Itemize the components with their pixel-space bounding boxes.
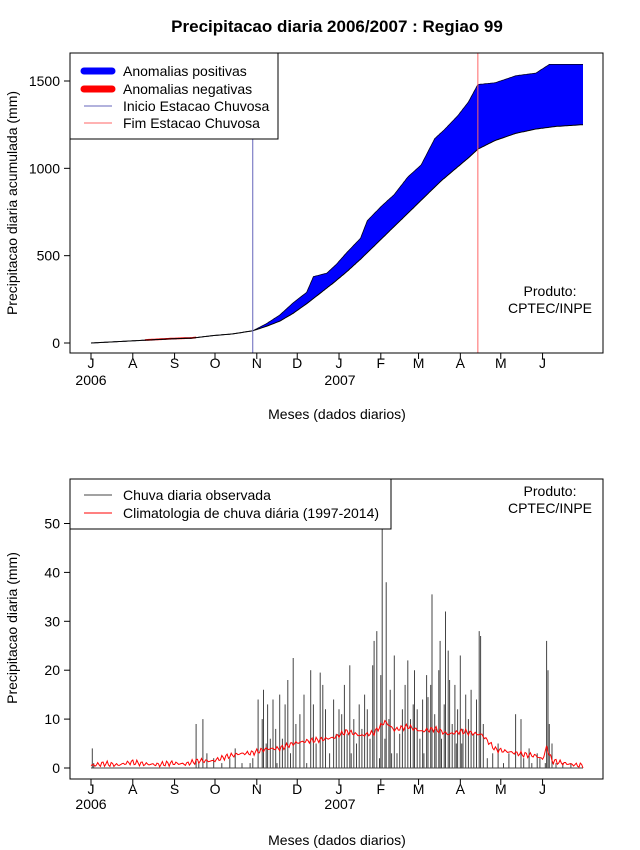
svg-text:2007: 2007 — [324, 372, 355, 388]
positive-anomaly-area — [91, 64, 583, 344]
bottom-y-tick-label: 10 — [44, 711, 60, 727]
bottom-x-tick-label: J — [539, 781, 546, 797]
top-chart-title: Precipitacao diaria 2006/2007 : Regiao 9… — [171, 17, 503, 36]
bottom-x-tick-label: A — [456, 781, 466, 797]
top-x-tick-label: J — [539, 355, 546, 371]
bottom-x-tick-label: O — [210, 781, 221, 797]
bottom-product-line-1: Produto: — [524, 483, 577, 499]
legend-label-end: Fim Estacao Chuvosa — [123, 115, 260, 131]
bottom-x-tick-label: M — [413, 781, 425, 797]
bottom-product-label: Produto: CPTEC/INPE — [508, 483, 592, 516]
top-y-tick-label: 0 — [52, 335, 60, 351]
bottom-y-axis-label: Precipitacao diaria (mm) — [4, 552, 20, 704]
top-x-tick-label: A — [128, 355, 138, 371]
top-x-tick-label: J — [336, 355, 343, 371]
top-chart: Precipitacao diaria 2006/2007 : Regiao 9… — [4, 17, 604, 422]
bottom-x-tick-label: S — [170, 781, 179, 797]
bottom-x-tick-label: D — [292, 781, 302, 797]
bottom-y-tick-label: 40 — [44, 564, 60, 580]
bottom-chart: 0 10 20 30 40 50 J A S O N D J F M A M J Precipitacao di… — [4, 478, 604, 848]
bottom-y-tick-label: 0 — [52, 760, 60, 776]
legend-label-start: Inicio Estacao Chuvosa — [123, 98, 270, 114]
top-product-line-2: CPTEC/INPE — [508, 300, 592, 316]
top-x-tick-label: A — [456, 355, 466, 371]
top-year-label-2006: 2006 — [75, 372, 106, 388]
top-x-tick-label: F — [377, 355, 386, 371]
bottom-legend: Chuva diaria observada Climatologia de c… — [69, 478, 392, 530]
bottom-year-label-2007: 2007 — [324, 796, 355, 812]
top-legend-box — [69, 52, 279, 140]
bottom-plot-area — [90, 528, 584, 769]
bottom-x-tick-label: J — [88, 781, 95, 797]
top-x-tick-label: M — [495, 355, 507, 371]
bottom-y-tick-label: 20 — [44, 662, 60, 678]
top-y-tick-label: 1000 — [29, 160, 60, 176]
legend-label-climatology: Climatologia de chuva diária (1997-2014) — [123, 505, 379, 521]
top-x-tick-label: D — [292, 355, 302, 371]
top-year-label-2007: 2007 — [324, 372, 355, 388]
climatology-daily-line — [90, 719, 584, 769]
climatology-cumulative-line — [90, 124, 584, 344]
bottom-x-axis-label: Meses (dados diarios) — [268, 832, 406, 848]
top-plot-area — [90, 53, 584, 353]
top-y-axis-label: Precipitacao diaria acumulada (mm) — [4, 91, 20, 315]
bottom-y-tick-label: 50 — [44, 516, 60, 532]
bottom-y-tick-label: 30 — [44, 613, 60, 629]
top-x-tick-label: S — [170, 355, 179, 371]
top-product-line-1: Produto: — [524, 283, 577, 299]
top-x-tick-label: M — [413, 355, 425, 371]
top-x-axis-label: Meses (dados diarios) — [268, 406, 406, 422]
top-legend: Anomalias positivas Anomalias negativas … — [69, 52, 279, 140]
top-y-axis: 0 500 1000 1500 — [29, 73, 71, 351]
top-y-tick-label: 500 — [37, 248, 61, 264]
svg-text:2006: 2006 — [75, 372, 106, 388]
top-x-tick-label: J — [88, 355, 95, 371]
bottom-x-tick-label: M — [495, 781, 507, 797]
bottom-year-label-2006: 2006 — [75, 796, 106, 812]
legend-label-observed: Chuva diaria observada — [123, 487, 271, 503]
bottom-x-tick-label: A — [128, 781, 138, 797]
top-product-label: Produto: CPTEC/INPE — [508, 283, 592, 316]
bottom-x-tick-label: J — [336, 781, 343, 797]
bottom-product-line-2: CPTEC/INPE — [508, 500, 592, 516]
legend-label-negative: Anomalias negativas — [123, 81, 252, 97]
legend-label-positive: Anomalias positivas — [123, 63, 247, 79]
bottom-legend-box — [69, 478, 392, 530]
top-x-tick-label: O — [210, 355, 221, 371]
bottom-x-tick-label: N — [252, 781, 262, 797]
bottom-y-axis: 0 10 20 30 40 50 — [44, 516, 71, 776]
top-y-tick-label: 1500 — [29, 73, 60, 89]
bottom-x-tick-label: F — [377, 781, 386, 797]
top-x-tick-label: N — [252, 355, 262, 371]
